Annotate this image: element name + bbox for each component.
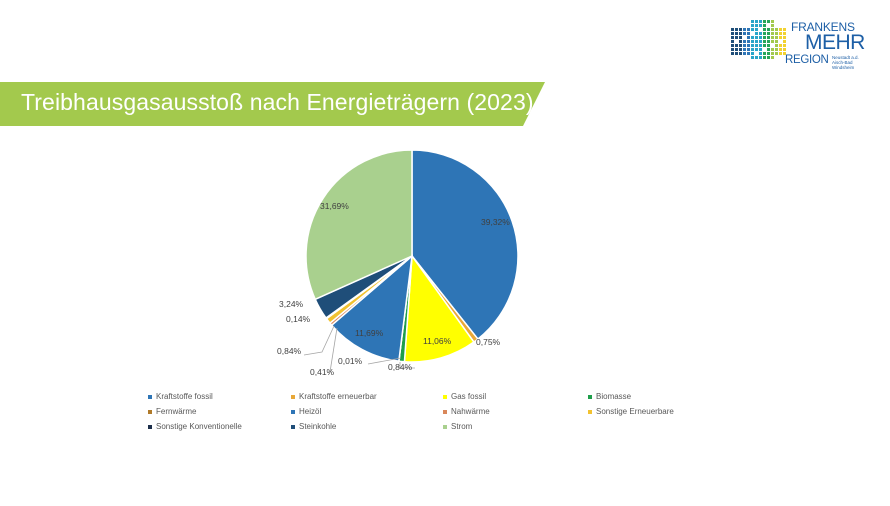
legend-item: Kraftstoffe fossil — [148, 392, 213, 401]
pie-slice-kraftstoffe-fossil — [411, 149, 519, 341]
legend-swatch-icon — [291, 394, 295, 399]
legend-item: Heizöl — [291, 407, 321, 416]
logo-line1: FRANKENS — [791, 20, 855, 34]
legend-swatch-icon — [443, 409, 447, 414]
legend-label: Heizöl — [299, 407, 322, 416]
legend-swatch-icon — [588, 394, 592, 399]
data-label: 11,06% — [423, 336, 452, 346]
logo-mosaic-icon — [731, 20, 786, 59]
legend-swatch-icon — [291, 424, 295, 429]
banner-shape — [0, 82, 545, 126]
legend-label: Kraftstoffe fossil — [156, 392, 213, 401]
legend-item: Biomasse — [588, 392, 631, 401]
legend-swatch-icon — [148, 409, 152, 414]
leader-line — [329, 327, 338, 373]
legend-label: Gas fossil — [451, 392, 487, 401]
data-label: 0,75% — [476, 337, 501, 347]
legend-label: Strom — [451, 422, 473, 431]
legend-swatch-icon — [148, 424, 152, 429]
logo-line2: MEHR — [805, 31, 865, 54]
legend-label: Steinkohle — [299, 422, 337, 431]
pie-slice-strom — [305, 149, 413, 301]
legend-item: Gas fossil — [443, 392, 486, 401]
data-label: 39,32% — [481, 217, 510, 227]
data-label: 0,84% — [388, 362, 413, 372]
legend-swatch-icon — [443, 424, 447, 429]
legend-label: Sonstige Konventionelle — [156, 422, 242, 431]
legend-label: Nahwärme — [451, 407, 490, 416]
page-title: Treibhausgasausstoß nach Energieträgern … — [21, 89, 534, 115]
legend-item: Sonstige Erneuerbare — [588, 407, 674, 416]
legend-swatch-icon — [291, 409, 295, 414]
legend-label: Sonstige Erneuerbare — [596, 407, 674, 416]
legend-item: Nahwärme — [443, 407, 490, 416]
logo-line3: REGION — [785, 54, 829, 66]
leader-line — [399, 362, 415, 369]
legend-item: Strom — [443, 422, 472, 431]
legend-item: Kraftstoffe erneuerbar — [291, 392, 377, 401]
title-banner: Treibhausgasausstoß nach Energieträgern … — [0, 82, 545, 126]
logo-subtitle: Neustadt a.d. Aisch-Bad Windsheim — [832, 55, 859, 70]
data-label: 0,14% — [286, 314, 311, 324]
leader-line — [367, 357, 402, 365]
data-label: 0,84% — [277, 346, 302, 356]
pie-slice-gas-fossil — [403, 253, 475, 363]
leader-line — [303, 325, 335, 356]
legend-label: Kraftstoffe erneuerbar — [299, 392, 377, 401]
data-label: 3,24% — [279, 299, 304, 309]
data-label: 0,01% — [338, 356, 363, 366]
data-label: 31,69% — [320, 201, 349, 211]
legend-item: Sonstige Konventionelle — [148, 422, 242, 431]
legend-swatch-icon — [148, 394, 152, 399]
data-label: 11,69% — [355, 328, 384, 338]
legend-label: Biomasse — [596, 392, 632, 401]
legend-item: Steinkohle — [291, 422, 336, 431]
data-label: 0,41% — [310, 367, 335, 377]
frankens-mehr-region-logo: FRANKENS MEHR REGION Neustadt a.d. Aisch… — [729, 10, 881, 72]
legend-label: Fernwärme — [156, 407, 197, 416]
legend-swatch-icon — [588, 409, 592, 414]
legend-item: Fernwärme — [148, 407, 196, 416]
legend-swatch-icon — [443, 394, 447, 399]
